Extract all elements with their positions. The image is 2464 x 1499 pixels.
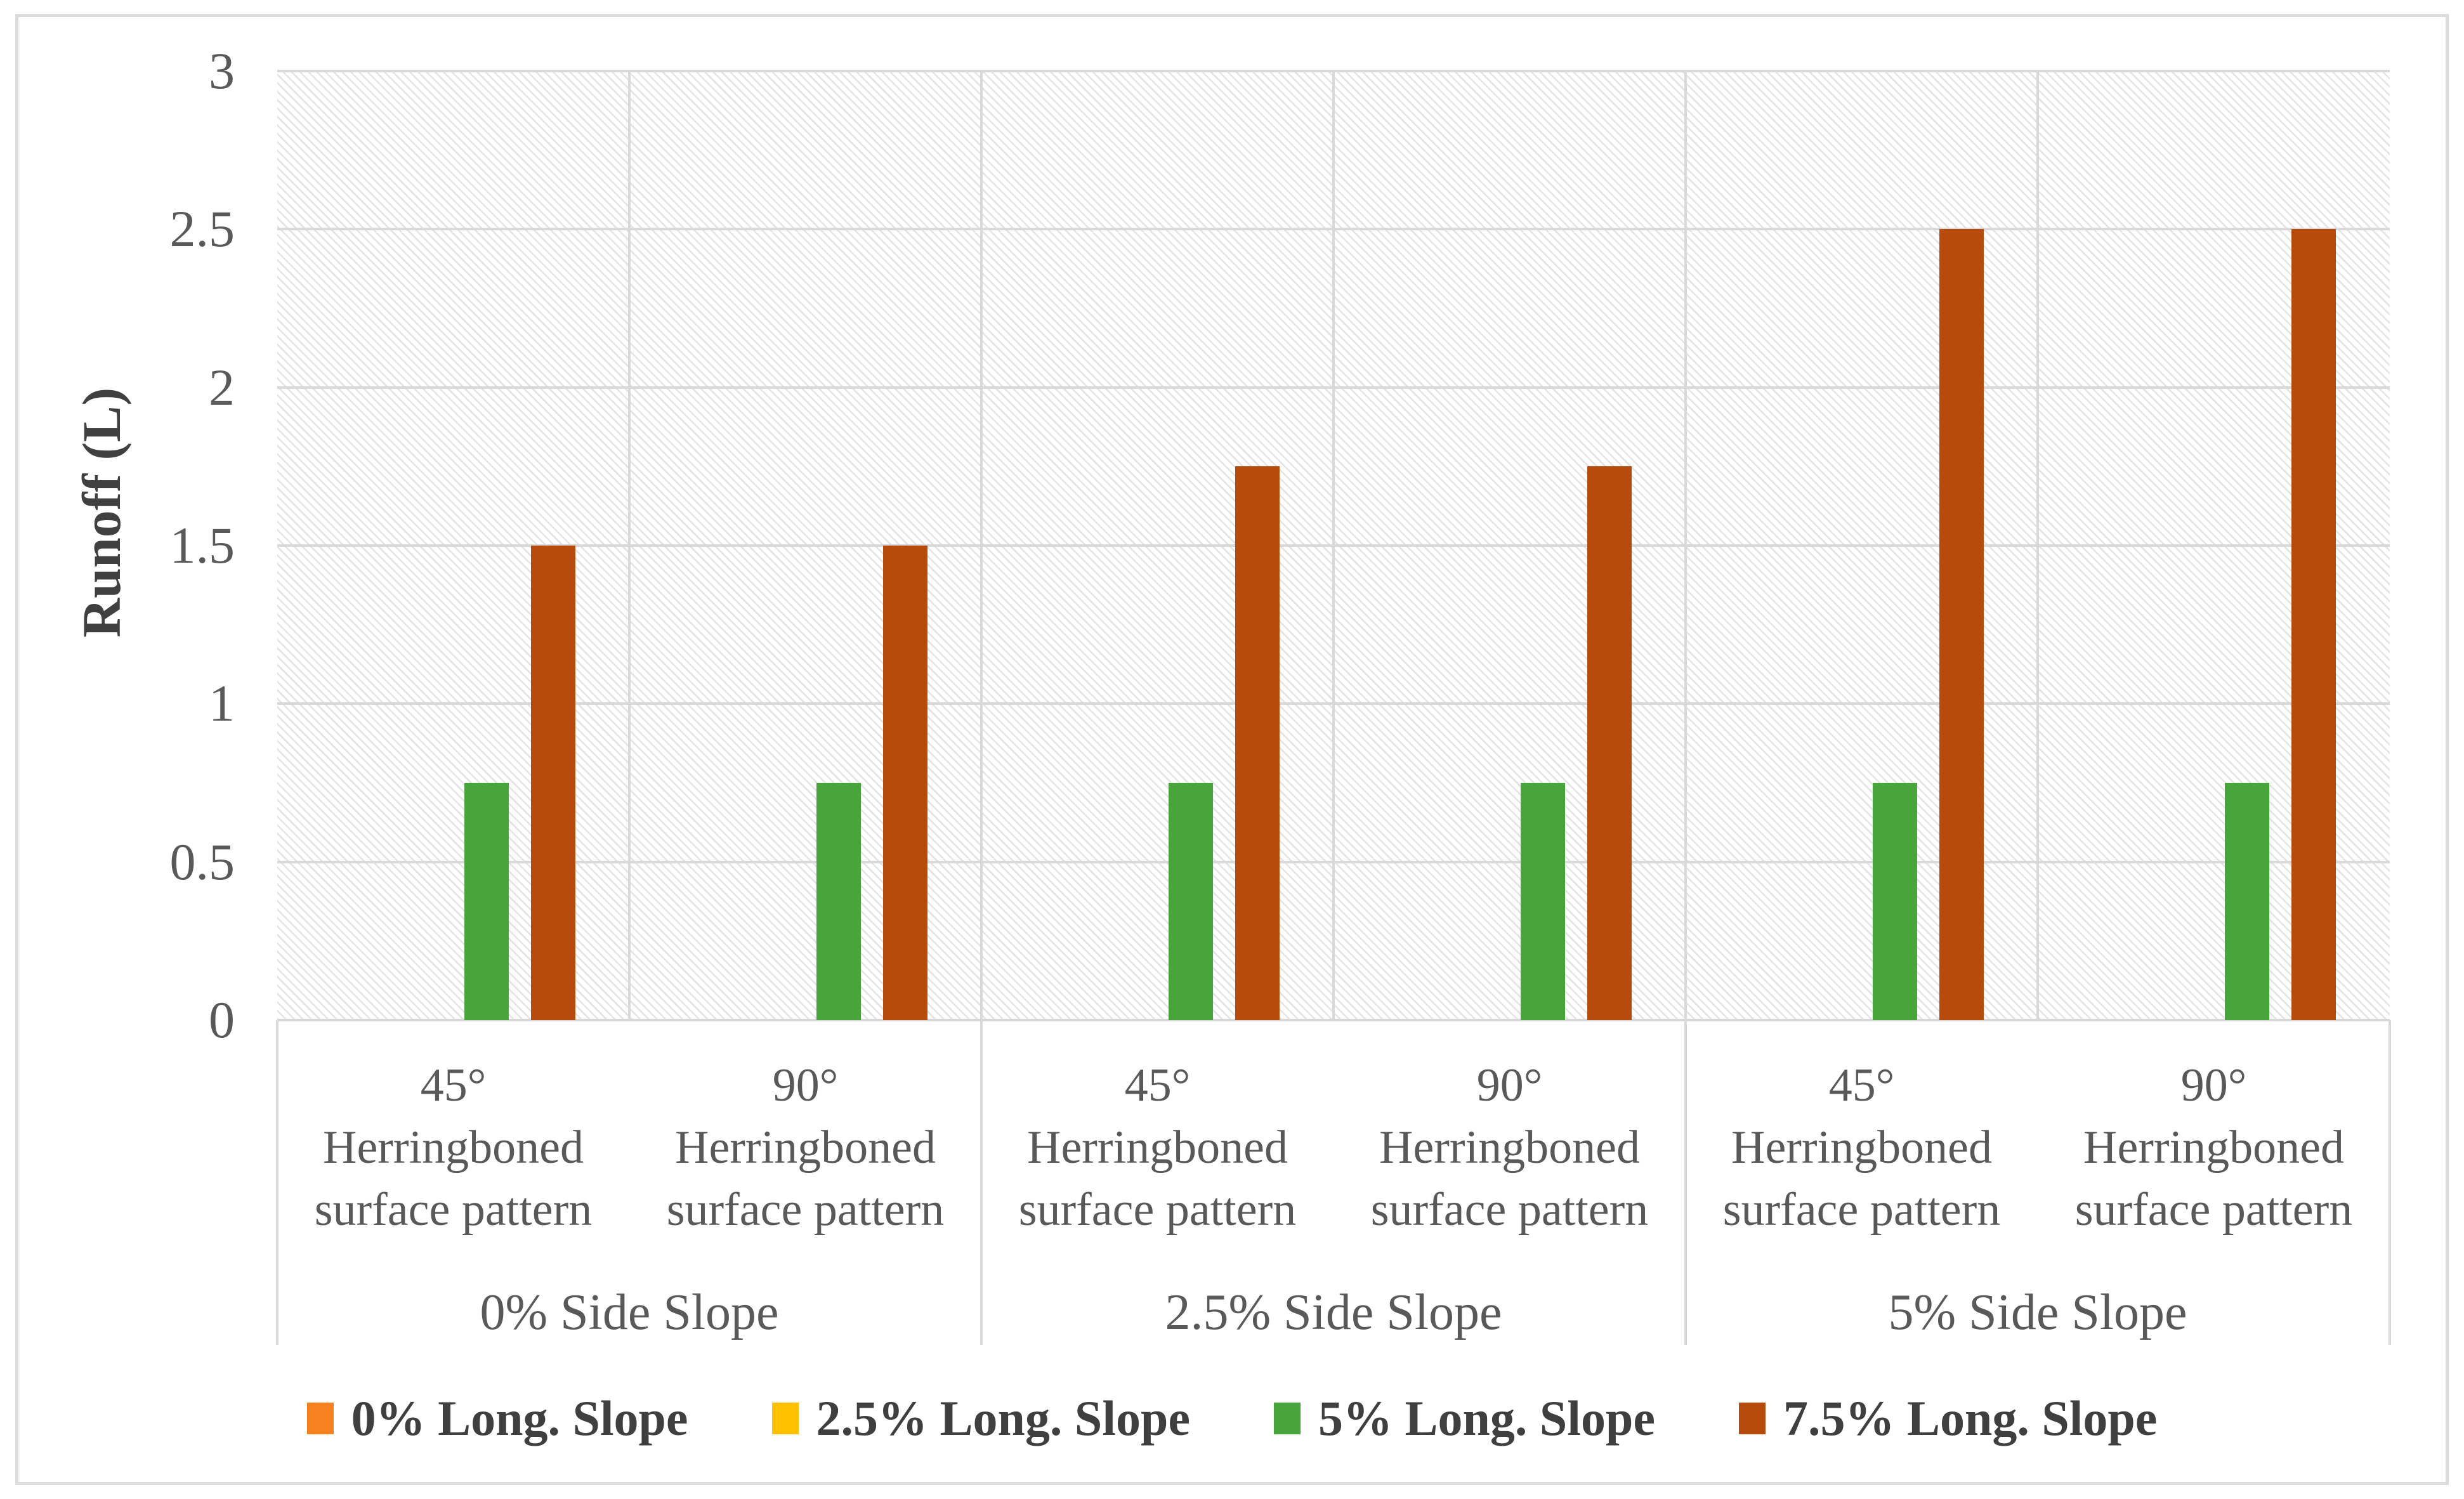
bar-5-long.-slope bbox=[816, 783, 861, 1020]
group-separator bbox=[276, 1020, 279, 1345]
bar-7.5-long.-slope bbox=[531, 546, 575, 1020]
category-line1: Herringboned bbox=[323, 1122, 584, 1174]
category-angle: 45° bbox=[1124, 1059, 1191, 1111]
legend-swatch bbox=[1274, 1403, 1301, 1434]
bar-5-long.-slope bbox=[1873, 783, 1917, 1020]
legend-label: 2.5% Long. Slope bbox=[816, 1391, 1190, 1446]
category-line1: Herringboned bbox=[1379, 1122, 1640, 1174]
y-tick-label: 3 bbox=[209, 42, 235, 100]
category-label: 45° Herringboned surface pattern bbox=[1692, 1054, 2031, 1241]
gridline-vertical bbox=[1684, 71, 1687, 1020]
legend-item: 5% Long. Slope bbox=[1274, 1387, 1655, 1450]
category-angle: 90° bbox=[1476, 1059, 1543, 1111]
gridline-vertical bbox=[980, 71, 983, 1020]
category-angle: 90° bbox=[772, 1059, 839, 1111]
legend-label: 5% Long. Slope bbox=[1318, 1391, 1655, 1446]
category-line2: surface pattern bbox=[1018, 1184, 1297, 1236]
legend-swatch bbox=[306, 1403, 334, 1434]
bar-5-long.-slope bbox=[464, 783, 509, 1020]
gridline-vertical bbox=[1332, 71, 1335, 1020]
category-label: 45° Herringboned surface pattern bbox=[284, 1054, 623, 1241]
bar-7.5-long.-slope bbox=[1939, 229, 1984, 1020]
category-line2: surface pattern bbox=[666, 1184, 945, 1236]
group-label: 0% Side Slope bbox=[480, 1285, 779, 1340]
group-separator bbox=[980, 1020, 983, 1345]
category-angle: 45° bbox=[1828, 1059, 1895, 1111]
category-angle: 45° bbox=[420, 1059, 487, 1111]
y-tick-label: 1 bbox=[209, 674, 235, 733]
category-line1: Herringboned bbox=[1027, 1122, 1288, 1174]
category-line1: Herringboned bbox=[1731, 1122, 1992, 1174]
legend-swatch bbox=[771, 1403, 799, 1434]
bar-7.5-long.-slope bbox=[2291, 229, 2336, 1020]
y-tick-label: 2.5 bbox=[169, 200, 235, 258]
bar-5-long.-slope bbox=[2225, 783, 2269, 1020]
bar-7.5-long.-slope bbox=[883, 546, 927, 1020]
legend-item: 2.5% Long. Slope bbox=[771, 1387, 1190, 1450]
legend-item: 0% Long. Slope bbox=[306, 1387, 688, 1450]
group-separator bbox=[1684, 1020, 1687, 1345]
legend-swatch bbox=[1738, 1403, 1766, 1434]
group-label: 2.5% Side Slope bbox=[1165, 1285, 1502, 1340]
category-line1: Herringboned bbox=[675, 1122, 936, 1174]
bar-7.5-long.-slope bbox=[1235, 466, 1280, 1020]
gridline-vertical bbox=[2036, 71, 2039, 1020]
category-label: 90° Herringboned surface pattern bbox=[636, 1054, 975, 1241]
category-label: 90° Herringboned surface pattern bbox=[2044, 1054, 2383, 1241]
bar-5-long.-slope bbox=[1169, 783, 1213, 1020]
bar-7.5-long.-slope bbox=[1587, 466, 1632, 1020]
category-line2: surface pattern bbox=[1722, 1184, 2001, 1236]
category-line2: surface pattern bbox=[2074, 1184, 2353, 1236]
legend-label: 0% Long. Slope bbox=[351, 1391, 688, 1446]
x-axis-line bbox=[277, 1019, 2390, 1021]
legend-label: 7.5% Long. Slope bbox=[1783, 1391, 2158, 1446]
gridline-vertical bbox=[628, 71, 631, 1020]
category-line2: surface pattern bbox=[1370, 1184, 1649, 1236]
category-line1: Herringboned bbox=[2083, 1122, 2344, 1174]
category-label: 90° Herringboned surface pattern bbox=[1340, 1054, 1679, 1241]
bar-5-long.-slope bbox=[1521, 783, 1565, 1020]
group-separator bbox=[2389, 1020, 2391, 1345]
legend: 0% Long. Slope 2.5% Long. Slope 5% Long. S… bbox=[0, 1383, 2464, 1454]
y-tick-label: 2 bbox=[209, 358, 235, 416]
y-tick-label: 1.5 bbox=[169, 516, 235, 574]
category-label: 45° Herringboned surface pattern bbox=[988, 1054, 1327, 1241]
group-label: 5% Side Slope bbox=[1888, 1285, 2187, 1340]
category-angle: 90° bbox=[2180, 1059, 2247, 1111]
y-tick-label: 0 bbox=[209, 991, 235, 1049]
category-line2: surface pattern bbox=[314, 1184, 593, 1236]
legend-item: 7.5% Long. Slope bbox=[1738, 1387, 2158, 1450]
y-tick-label: 0.5 bbox=[169, 832, 235, 891]
